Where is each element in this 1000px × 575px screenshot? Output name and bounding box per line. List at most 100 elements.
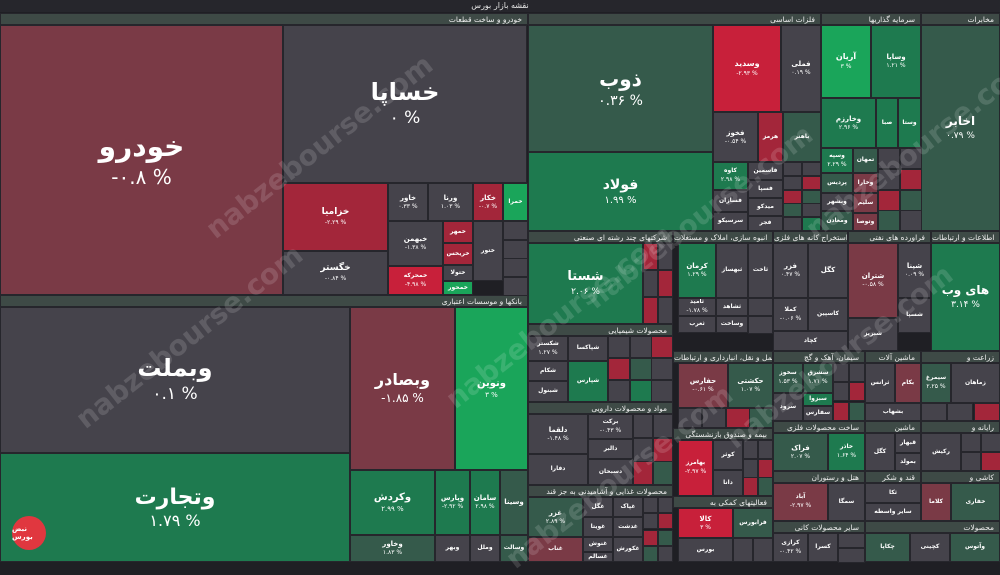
stock-tile-vkharazm[interactable]: وخارزم ۲.۹۶ % <box>821 98 876 148</box>
stock-tile-dana[interactable]: دانا <box>713 470 743 496</box>
stock-tile-vmaadan[interactable]: ومعادن <box>821 211 853 231</box>
stock-tile-fsoosh[interactable]: فسپا <box>748 180 783 198</box>
stock-tile[interactable] <box>651 336 673 358</box>
stock-tile-vkhavar[interactable]: وخاور ۱.۸۳ % <box>350 535 435 562</box>
stock-tile[interactable] <box>630 358 652 380</box>
stock-tile-shepna[interactable]: شپنا ۰.۰۹ % <box>898 243 931 298</box>
stock-tile-hafars[interactable]: حفارس -۰.۶۱ % <box>678 363 728 408</box>
stock-tile-kchini[interactable]: کچینی <box>910 533 950 562</box>
stock-tile[interactable] <box>726 408 750 428</box>
stock-tile[interactable] <box>758 440 773 459</box>
stock-tile[interactable] <box>658 243 673 270</box>
stock-tile-hweb[interactable]: های وب ۳.۱۴ % <box>931 243 1000 351</box>
stock-tile[interactable] <box>643 546 658 562</box>
stock-tile[interactable] <box>658 546 673 562</box>
stock-tile-dsobhan[interactable]: دسبحان <box>588 459 633 485</box>
stock-tile-kagol[interactable]: کگل <box>865 433 895 471</box>
stock-tile[interactable] <box>630 336 652 358</box>
stock-tile-vatoo[interactable]: وآتوس <box>950 533 1000 562</box>
stock-tile[interactable] <box>643 513 658 529</box>
stock-tile-kkasra[interactable]: کسرا <box>808 533 838 562</box>
stock-tile-tkran[interactable]: ثرانس <box>865 363 895 403</box>
stock-tile-kchad2[interactable]: کچاد <box>773 331 848 351</box>
stock-tile-abad[interactable]: آباد -۲.۹۷ % <box>773 483 828 521</box>
stock-tile-vesta[interactable]: وستا <box>898 98 921 148</box>
stock-tile-vsalim[interactable]: سلیم <box>853 193 878 213</box>
stock-tile-felmi[interactable]: فملی ۰.۱۹ % <box>781 25 821 112</box>
stock-tile[interactable] <box>974 403 1000 421</box>
stock-tile[interactable] <box>878 190 900 211</box>
stock-tile[interactable] <box>758 459 773 478</box>
stock-tile-khazamia[interactable]: خزامیا -۲.۲۹ % <box>283 183 388 251</box>
stock-tile-ghzar[interactable]: غزر ۲.۸۹ % <box>528 497 583 537</box>
stock-tile-kboma[interactable]: قبهار <box>895 433 921 453</box>
stock-tile[interactable] <box>981 433 1000 452</box>
stock-tile-kalama[interactable]: کلاما <box>921 483 951 521</box>
stock-tile[interactable] <box>633 414 653 438</box>
stock-tile[interactable] <box>900 210 922 231</box>
stock-tile-vmehr[interactable]: وبهر <box>435 535 470 562</box>
stock-tile[interactable] <box>643 530 658 546</box>
stock-tile-shebriz[interactable]: شبریز <box>848 318 898 351</box>
stock-tile-daloof[interactable]: دلقما -۱.۴۸ % <box>528 414 588 454</box>
stock-tile-vsina[interactable]: وسینا <box>500 470 528 535</box>
stock-tile-ghnosh[interactable]: غنوش <box>583 537 613 552</box>
stock-tile-sarood[interactable]: سرود <box>773 393 803 421</box>
stock-tile[interactable] <box>802 190 821 204</box>
stock-tile-sakht[interactable]: ثاخت <box>748 243 773 298</box>
stock-tile-khmehvar[interactable]: خمحور <box>443 281 473 295</box>
stock-tile-vmelat[interactable]: وملل <box>470 535 500 562</box>
stock-tile-khriikhs[interactable]: خریخس <box>443 243 473 265</box>
stock-tile[interactable] <box>503 277 528 296</box>
stock-tile[interactable] <box>878 169 900 190</box>
stock-tile-sfars[interactable]: سفارس <box>803 406 833 421</box>
stock-tile-vpars[interactable]: وپارس -۲.۹۲ % <box>435 470 470 535</box>
stock-tile[interactable] <box>651 358 673 380</box>
stock-tile-chkapa[interactable]: چکاپا <box>865 533 910 562</box>
stock-tile-khamra[interactable]: خمرا <box>503 183 528 221</box>
stock-tile[interactable] <box>608 336 630 358</box>
stock-tile[interactable] <box>658 513 673 529</box>
stock-tile-ghkoorosh[interactable]: غکورش <box>613 537 643 562</box>
stock-tile-shesina[interactable]: شسپا <box>898 298 931 333</box>
stock-tile-vsapeh[interactable]: وسپه ۲.۲۹ % <box>821 148 853 173</box>
stock-tile[interactable] <box>653 438 673 462</box>
stock-tile[interactable] <box>653 461 673 485</box>
stock-tile[interactable] <box>702 408 726 428</box>
stock-tile[interactable] <box>833 402 849 421</box>
stock-tile-shekhoris[interactable]: شکستر ۱.۲۷ % <box>528 336 568 361</box>
stock-tile[interactable] <box>838 533 865 548</box>
stock-tile[interactable] <box>838 548 865 563</box>
stock-tile-khafari[interactable]: خفاری <box>951 483 1000 521</box>
stock-tile[interactable] <box>643 243 658 270</box>
stock-tile-akhaber[interactable]: اخابر ۰.۷۹ % <box>921 25 1000 231</box>
stock-tile-fkhooz[interactable]: فخوز -۰.۵۴ % <box>713 112 758 162</box>
stock-tile-shpakhsh[interactable]: شپاکسا <box>568 336 608 361</box>
stock-tile-fgazan[interactable]: فسازان <box>713 190 748 212</box>
stock-tile-kave[interactable]: کاوه ۲.۹۸ % <box>713 162 748 190</box>
stock-tile[interactable] <box>947 403 973 421</box>
stock-tile-kasipi[interactable]: کاسپین <box>808 298 848 331</box>
stock-tile[interactable] <box>503 240 528 259</box>
stock-tile[interactable] <box>643 297 658 324</box>
stock-tile-bshehab[interactable]: بشهاب <box>865 403 921 421</box>
stock-tile-tshahd[interactable]: ثشاهد <box>716 298 748 316</box>
stock-tile-dcorbi[interactable]: ثکا <box>865 483 921 503</box>
stock-tile[interactable] <box>503 221 528 240</box>
stock-tile[interactable] <box>658 297 673 324</box>
stock-tile-fbahonar[interactable]: باهنر <box>783 112 821 162</box>
stock-tile[interactable] <box>733 538 753 562</box>
stock-tile[interactable] <box>658 530 673 546</box>
stock-tile[interactable] <box>749 408 773 428</box>
stock-tile-khodro[interactable]: خودرو -۰.۸ % <box>0 25 283 295</box>
stock-tile[interactable] <box>743 440 758 459</box>
stock-tile[interactable] <box>643 497 658 513</box>
stock-tile-sharq[interactable]: سشرق ۱.۷۱ % <box>803 363 833 393</box>
stock-tile-vbahmrz[interactable]: بهامرز -۲.۹۷ % <box>678 440 713 496</box>
stock-tile-vnovin[interactable]: ونوین ۳ % <box>455 307 528 470</box>
stock-tile[interactable] <box>653 414 673 438</box>
stock-tile[interactable] <box>849 382 865 401</box>
stock-tile-dapi[interactable]: دالبر <box>588 439 633 459</box>
stock-tile-dfara[interactable]: دفارا <box>528 454 588 485</box>
stock-tile-fjar[interactable]: فجر <box>748 216 783 231</box>
